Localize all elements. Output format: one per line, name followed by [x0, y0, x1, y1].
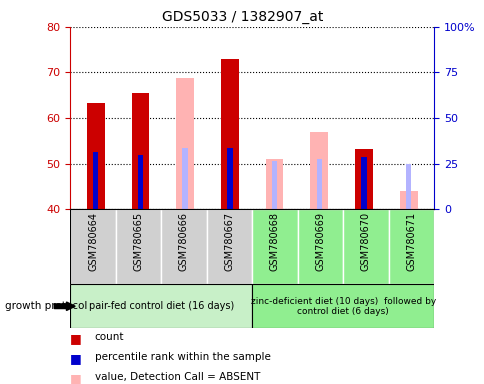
Bar	[316, 159, 321, 209]
Bar	[361, 157, 366, 209]
Text: percentile rank within the sample: percentile rank within the sample	[94, 352, 270, 362]
Bar	[161, 209, 206, 284]
Bar	[87, 103, 105, 209]
Text: growth protocol: growth protocol	[5, 301, 87, 311]
Text: value, Detection Call = ABSENT: value, Detection Call = ABSENT	[94, 372, 259, 382]
Text: GSM780666: GSM780666	[179, 212, 189, 270]
Bar	[252, 284, 433, 328]
Text: pair-fed control diet (16 days): pair-fed control diet (16 days)	[89, 301, 233, 311]
Text: GSM780669: GSM780669	[315, 212, 325, 270]
Bar	[265, 159, 283, 209]
Text: GSM780667: GSM780667	[224, 212, 234, 271]
Text: GDS5033 / 1382907_at: GDS5033 / 1382907_at	[162, 10, 322, 23]
Text: GSM780664: GSM780664	[88, 212, 98, 270]
Bar	[221, 59, 238, 209]
Bar	[227, 148, 232, 209]
Bar	[297, 209, 342, 284]
Bar	[131, 93, 149, 209]
Text: ■: ■	[70, 352, 82, 365]
Bar	[176, 78, 194, 209]
Text: GSM780665: GSM780665	[133, 212, 143, 271]
Bar	[137, 155, 143, 209]
Bar	[354, 149, 372, 209]
Text: GSM780671: GSM780671	[406, 212, 415, 271]
Bar	[70, 209, 116, 284]
Bar	[70, 209, 433, 284]
Bar	[70, 284, 252, 328]
Bar	[206, 209, 252, 284]
Bar	[399, 191, 417, 209]
Bar	[272, 161, 277, 209]
Bar	[388, 209, 433, 284]
Text: GSM780668: GSM780668	[270, 212, 279, 270]
Text: ■: ■	[70, 332, 82, 345]
Bar	[182, 148, 187, 209]
Text: ■: ■	[70, 372, 82, 384]
Text: count: count	[94, 332, 124, 342]
Text: zinc-deficient diet (10 days)  followed by
control diet (6 days): zinc-deficient diet (10 days) followed b…	[250, 296, 435, 316]
Bar	[310, 132, 328, 209]
Bar	[342, 209, 388, 284]
Bar	[93, 152, 98, 209]
Text: GSM780670: GSM780670	[360, 212, 370, 271]
Bar	[252, 209, 297, 284]
Bar	[405, 164, 410, 209]
Bar	[116, 209, 161, 284]
